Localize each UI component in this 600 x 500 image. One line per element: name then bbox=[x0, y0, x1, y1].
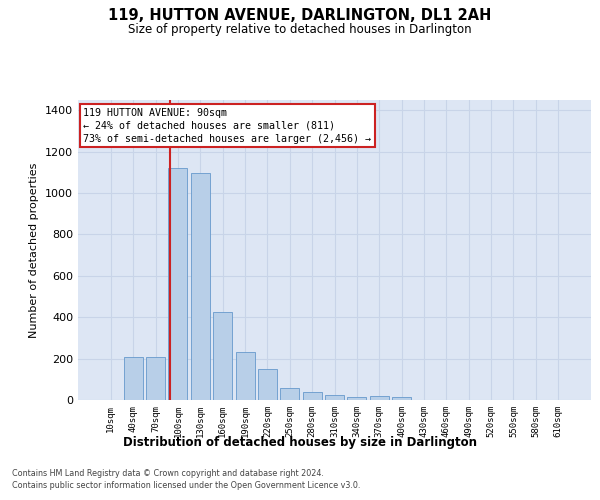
Bar bbox=[146, 356, 165, 400]
Bar bbox=[392, 398, 411, 400]
Text: Size of property relative to detached houses in Darlington: Size of property relative to detached ho… bbox=[128, 22, 472, 36]
Y-axis label: Number of detached properties: Number of detached properties bbox=[29, 162, 40, 338]
Bar bbox=[124, 357, 143, 400]
Text: Contains public sector information licensed under the Open Government Licence v3: Contains public sector information licen… bbox=[12, 481, 361, 490]
Bar bbox=[213, 312, 232, 400]
Bar bbox=[258, 370, 277, 400]
Bar bbox=[370, 396, 389, 400]
Text: Distribution of detached houses by size in Darlington: Distribution of detached houses by size … bbox=[123, 436, 477, 449]
Bar bbox=[191, 173, 210, 400]
Text: 119, HUTTON AVENUE, DARLINGTON, DL1 2AH: 119, HUTTON AVENUE, DARLINGTON, DL1 2AH bbox=[109, 8, 491, 22]
Bar bbox=[347, 398, 367, 400]
Bar bbox=[280, 388, 299, 400]
Bar bbox=[169, 168, 187, 400]
Bar bbox=[302, 392, 322, 400]
Bar bbox=[236, 352, 254, 400]
Text: Contains HM Land Registry data © Crown copyright and database right 2024.: Contains HM Land Registry data © Crown c… bbox=[12, 468, 324, 477]
Text: 119 HUTTON AVENUE: 90sqm
← 24% of detached houses are smaller (811)
73% of semi-: 119 HUTTON AVENUE: 90sqm ← 24% of detach… bbox=[83, 108, 371, 144]
Bar bbox=[325, 395, 344, 400]
